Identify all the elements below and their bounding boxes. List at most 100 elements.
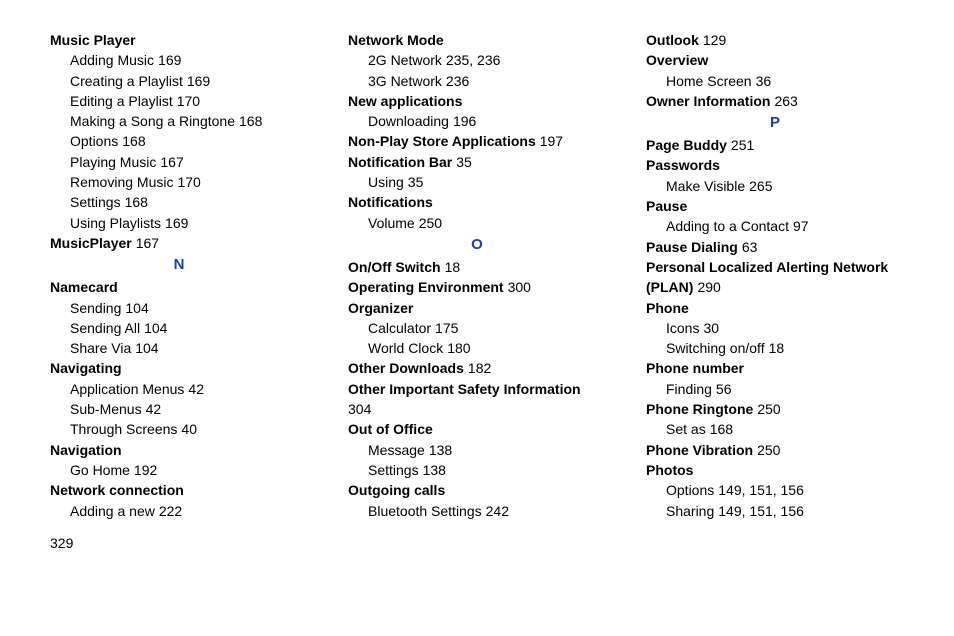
index-subentry-text: Switching on/off	[666, 340, 765, 356]
index-entry: Owner Information263	[646, 91, 904, 111]
index-subentry-text: Go Home	[70, 462, 130, 478]
index-entry: Phone number	[646, 358, 904, 378]
index-subentry: 3G Network236	[348, 71, 606, 91]
index-subentry-text: Downloading	[368, 113, 449, 129]
index-subentry-page: 170	[177, 93, 200, 109]
index-entry-text: Navigation	[50, 442, 122, 458]
index-subentry-text: Editing a Playlist	[70, 93, 173, 109]
index-subentry-page: 180	[447, 340, 470, 356]
index-subentry: Adding Music169	[50, 50, 308, 70]
index-entry-page: 250	[757, 442, 780, 458]
index-entry-page: 290	[697, 279, 720, 295]
index-entry: Outgoing calls	[348, 480, 606, 500]
index-subentry: Creating a Playlist169	[50, 71, 308, 91]
index-entry: Organizer	[348, 298, 606, 318]
index-entry-text: Page Buddy	[646, 137, 727, 153]
index-entry-text: Pause Dialing	[646, 239, 738, 255]
index-subentry-text: Settings	[368, 462, 419, 478]
index-entry-text: Passwords	[646, 157, 720, 173]
index-subentry-page: 97	[793, 218, 809, 234]
index-subentry-text: Calculator	[368, 320, 431, 336]
index-subentry-text: Creating a Playlist	[70, 73, 183, 89]
index-subentry-page: 242	[486, 503, 509, 519]
index-entry-text: Notification Bar	[348, 154, 452, 170]
index-entry-text: Outgoing calls	[348, 482, 445, 498]
index-subentry-page: 104	[144, 320, 167, 336]
index-entry-text: Phone number	[646, 360, 744, 376]
index-entry: On/Off Switch18	[348, 257, 606, 277]
index-subentry: Application Menus42	[50, 379, 308, 399]
index-subentry-page: 235, 236	[446, 52, 501, 68]
index-subentry-text: Adding a new	[70, 503, 155, 519]
index-entry-page: 263	[774, 93, 797, 109]
index-subentry: Downloading196	[348, 111, 606, 131]
index-subentry-text: Finding	[666, 381, 712, 397]
index-subentry: Switching on/off18	[646, 338, 904, 358]
index-subentry: Sending104	[50, 298, 308, 318]
index-subentry-page: 138	[429, 442, 452, 458]
index-subentry-page: 168	[122, 133, 145, 149]
index-subentry: Sub-Menus42	[50, 399, 308, 419]
index-entry-text: Network connection	[50, 482, 184, 498]
index-entry: Navigation	[50, 440, 308, 460]
index-subentry-page: 196	[453, 113, 476, 129]
index-subentry: Message138	[348, 440, 606, 460]
index-subentry-text: Bluetooth Settings	[368, 503, 482, 519]
index-subentry: Volume250	[348, 213, 606, 233]
index-subentry-text: 2G Network	[368, 52, 442, 68]
index-subentry-page: 222	[159, 503, 182, 519]
index-subentry: Using Playlists169	[50, 213, 308, 233]
index-column-2: Network Mode2G Network235, 2363G Network…	[348, 30, 606, 521]
index-entry: Other Downloads182	[348, 358, 606, 378]
index-entry-page: 63	[742, 239, 758, 255]
index-entry: Network Mode	[348, 30, 606, 50]
index-entry-text: Outlook	[646, 32, 699, 48]
index-entry: Namecard	[50, 277, 308, 297]
index-subentry-page: 104	[135, 340, 158, 356]
index-subentry-page: 40	[181, 421, 197, 437]
index-entry: Personal Localized Alerting Network (PLA…	[646, 257, 904, 298]
index-entry: Passwords	[646, 155, 904, 175]
index-entry-text: On/Off Switch	[348, 259, 441, 275]
index-entry: Operating Environment300	[348, 277, 606, 297]
index-subentry: Through Screens40	[50, 419, 308, 439]
index-subentry: Sending All104	[50, 318, 308, 338]
index-entry: Out of Office	[348, 419, 606, 439]
index-entry-text: Owner Information	[646, 93, 770, 109]
index-subentry-page: 169	[187, 73, 210, 89]
index-entry-text: Notifications	[348, 194, 433, 210]
index-entry-page: 18	[445, 259, 461, 275]
index-subentry-page: 170	[177, 174, 200, 190]
index-subentry-text: Home Screen	[666, 73, 752, 89]
index-subentry-text: Volume	[368, 215, 415, 231]
index-subentry-page: 168	[710, 421, 733, 437]
index-subentry-text: Through Screens	[70, 421, 177, 437]
index-subentry-page: 56	[716, 381, 732, 397]
index-entry-page: 251	[731, 137, 754, 153]
index-subentry-page: 265	[749, 178, 772, 194]
index-entry: Phone Vibration250	[646, 440, 904, 460]
index-entry: Notification Bar35	[348, 152, 606, 172]
index-subentry-text: 3G Network	[368, 73, 442, 89]
index-subentry-page: 168	[239, 113, 262, 129]
index-entry-page: 129	[703, 32, 726, 48]
index-subentry-text: World Clock	[368, 340, 443, 356]
index-entry: Page Buddy251	[646, 135, 904, 155]
index-subentry: Make Visible265	[646, 176, 904, 196]
index-subentry-page: 35	[408, 174, 424, 190]
index-subentry: Sharing149, 151, 156	[646, 501, 904, 521]
index-entry: Pause Dialing63	[646, 237, 904, 257]
index-subentry-page: 30	[703, 320, 719, 336]
index-subentry-page: 169	[165, 215, 188, 231]
index-subentry: Options149, 151, 156	[646, 480, 904, 500]
index-entry-page: 35	[456, 154, 472, 170]
index-subentry-page: 104	[125, 300, 148, 316]
index-subentry-page: 36	[756, 73, 772, 89]
index-subentry: Home Screen36	[646, 71, 904, 91]
index-entry-text: Pause	[646, 198, 687, 214]
index-subentry: Using35	[348, 172, 606, 192]
index-subentry-page: 138	[423, 462, 446, 478]
index-subentry: Set as168	[646, 419, 904, 439]
index-subentry: Finding56	[646, 379, 904, 399]
index-entry-text: Out of Office	[348, 421, 433, 437]
